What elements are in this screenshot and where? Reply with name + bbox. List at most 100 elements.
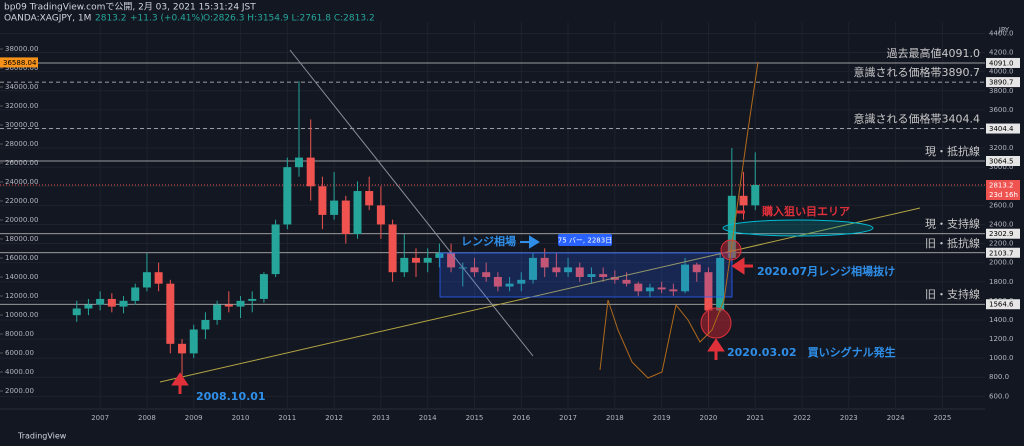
x-tick-label: 2019 (653, 414, 671, 422)
candle-body (447, 253, 456, 268)
candle-body (341, 200, 350, 235)
time-axis-bg (0, 409, 985, 446)
arrow (707, 338, 725, 360)
candle-body (400, 257, 409, 273)
y2-tick-label: 38000.00 (5, 45, 38, 53)
breakout-label: 2020.07月レンジ相場抜け (757, 264, 895, 278)
header: bp09 TradingView.comで公開, 2月 03, 2021 15:… (4, 2, 375, 24)
y-tick-label: 3000.0 (989, 163, 1014, 171)
x-tick-label: 2014 (419, 414, 437, 422)
range-box (439, 252, 733, 298)
change: +11.3 (+0.41%) (130, 14, 204, 24)
oscillator (599, 61, 759, 379)
candle-body (166, 283, 175, 344)
range-info-box (558, 234, 612, 246)
candle-body (423, 257, 432, 263)
low-date: 2008.10.01 (196, 390, 266, 403)
candle-body (248, 298, 257, 301)
currency: JPY (998, 26, 1010, 34)
level-tag (986, 155, 1020, 166)
level-note: 現・支持線 (925, 217, 980, 231)
candle-body (727, 195, 736, 258)
candle-body (716, 257, 725, 311)
y-tick-label: 1200.0 (989, 335, 1014, 343)
y-tick-label: 800.0 (989, 373, 1009, 381)
candle-body (657, 287, 666, 290)
candle-body (470, 267, 479, 273)
level-note: 意識される価格帯3404.4 (854, 112, 981, 126)
candle-body (376, 205, 385, 225)
candle-body (435, 253, 444, 258)
y2-tick-label: 24000.00 (5, 178, 38, 186)
last: 2813.2 (95, 14, 127, 24)
candle-body (283, 167, 292, 225)
x-tick-label: 2023 (840, 414, 858, 422)
candle-body (154, 272, 163, 284)
candle-body (610, 276, 619, 280)
y2-tick-label: 30000.00 (5, 121, 38, 129)
arrow (520, 235, 540, 249)
y-tick-label: 3600.0 (989, 106, 1014, 114)
y2-tick-label: 2000.00 (5, 387, 34, 395)
x-tick-label: 2022 (793, 414, 811, 422)
buy-zone-label: 購入狙い目エリア (761, 204, 850, 218)
candle-body (645, 287, 654, 292)
candle-body (681, 264, 690, 292)
level-tag-label: 3404.4 (989, 125, 1014, 133)
y-tick-label: 2200.0 (989, 240, 1014, 248)
x-tick-label: 2012 (325, 414, 343, 422)
candle-body (107, 298, 116, 307)
candle-body (131, 287, 140, 301)
y-tick-label: 3800.0 (989, 87, 1014, 95)
y2-tick-label: 18000.00 (5, 235, 38, 243)
ohlc: O:2826.3 H:3154.9 L:2761.8 C:2813.2 (203, 14, 375, 24)
last-price-label: 2813.2 (989, 181, 1014, 189)
candle-body (575, 267, 584, 277)
candle-body (493, 276, 502, 287)
level-tag (986, 247, 1020, 258)
candle-body (142, 272, 151, 288)
y-tick-label: 3200.0 (989, 144, 1014, 152)
level-tag-label: 4091.0 (989, 59, 1014, 67)
level-tag (986, 57, 1020, 68)
x-tick-label: 2009 (185, 414, 203, 422)
level-tag (986, 77, 1020, 88)
level-tag (986, 228, 1020, 239)
candle-body (72, 308, 81, 316)
x-tick-label: 2021 (746, 414, 764, 422)
candle-body (751, 184, 760, 206)
y-tick-label: 4400.0 (989, 29, 1014, 37)
y2-tick-label: 28000.00 (5, 140, 38, 148)
x-tick-label: 2010 (232, 414, 250, 422)
y2-tick-label: 10000.00 (5, 311, 38, 319)
signal-label: 2020.03.02 買いシグナル発生 (727, 345, 896, 359)
candle-body (552, 267, 561, 273)
level-note: 意識される価格帯3890.7 (854, 65, 981, 79)
footer: TradingView (17, 432, 67, 441)
trend-line (159, 207, 921, 383)
level-note: 現・抵抗線 (925, 144, 980, 158)
candle-body (201, 319, 210, 330)
y2-tick-label: 14000.00 (5, 273, 38, 281)
candle-body (224, 304, 233, 307)
y2-tick-label: 16000.00 (5, 254, 38, 262)
x-tick-label: 2017 (559, 414, 577, 422)
x-tick-label: 2024 (887, 414, 905, 422)
candle-body (622, 279, 631, 284)
y2-tick-label: 6000.00 (5, 349, 34, 357)
y-tick-label: 4200.0 (989, 49, 1014, 57)
countdown: 23d 16h (989, 191, 1018, 199)
level-tag (986, 123, 1020, 134)
level-note: 過去最高値4091.0 (887, 46, 981, 60)
y-tick-label: 2600.0 (989, 201, 1014, 209)
candle-body (96, 298, 105, 305)
candle-body (704, 272, 713, 311)
y2-tick-label: 4000.00 (5, 368, 34, 376)
candle-body (318, 186, 327, 215)
y-tick-label: 2000.0 (989, 259, 1014, 267)
candle-body (540, 257, 549, 268)
y2-tick-label: 26000.00 (5, 159, 38, 167)
candle-body (365, 191, 374, 206)
